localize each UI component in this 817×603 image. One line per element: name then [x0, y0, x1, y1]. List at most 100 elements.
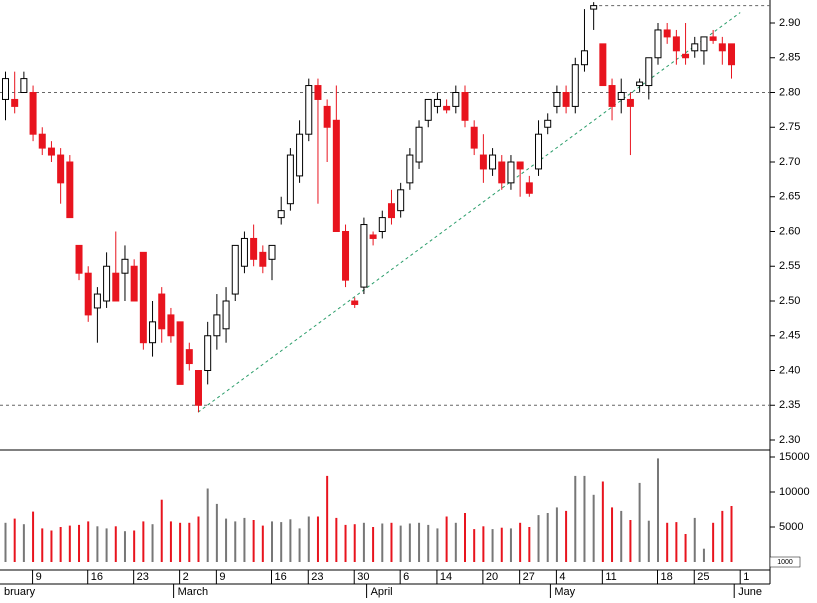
candle-body: [378, 217, 386, 233]
candle-body: [194, 370, 202, 406]
volume-bar: [592, 494, 595, 562]
volume-bar: [491, 529, 494, 562]
month-label: March: [178, 586, 209, 598]
candle-body: [507, 161, 515, 184]
volume-bar: [87, 521, 90, 562]
candle-body: [332, 119, 340, 232]
candle-body: [452, 92, 460, 107]
candle-body: [213, 314, 221, 337]
x-tick-label: 30: [357, 571, 369, 583]
volume-bar: [583, 475, 586, 562]
y-tick-label: 2.65: [779, 191, 800, 203]
x-tick-label: 14: [440, 571, 452, 583]
volume-bar: [307, 516, 310, 562]
candle-body: [682, 53, 690, 59]
candle-body: [571, 64, 579, 107]
candle-body: [222, 300, 230, 330]
volume-bar: [418, 522, 421, 562]
candle-body: [93, 293, 101, 309]
candle-body: [498, 161, 506, 184]
candle-body: [2, 78, 9, 100]
volume-bar: [133, 530, 136, 562]
candle-body: [204, 335, 212, 371]
candle-body: [443, 105, 451, 111]
volume-bar: [473, 529, 476, 562]
x-tick-label: 27: [523, 571, 535, 583]
volume-bar: [316, 516, 319, 562]
candle-body: [139, 251, 147, 344]
candle-body: [268, 244, 276, 260]
month-label: April: [371, 586, 393, 598]
volume-bar: [169, 521, 172, 562]
candle-body: [296, 133, 304, 177]
candle-body: [286, 154, 294, 205]
candle-body: [103, 265, 111, 302]
candle-body: [259, 251, 267, 267]
candle-body: [231, 244, 239, 295]
y-tick-label: 2.70: [779, 156, 800, 168]
volume-bar: [638, 482, 641, 562]
volume-bar: [326, 475, 329, 562]
volume-bar: [601, 481, 604, 562]
volume-bar: [427, 524, 430, 562]
volume-bar: [565, 510, 568, 562]
volume-bar: [546, 513, 549, 562]
volume-bar: [702, 548, 705, 562]
x-tick-label: 4: [559, 571, 565, 583]
candle-body: [11, 98, 19, 107]
candle-body: [608, 85, 616, 107]
volume-bar: [537, 515, 540, 562]
candle-body: [553, 92, 561, 107]
y-tick-label: 2.30: [779, 434, 800, 446]
volume-bar: [656, 458, 659, 562]
candle-body: [57, 154, 65, 184]
volume-bar: [105, 528, 108, 562]
volume-bar: [500, 527, 503, 562]
volume-bar: [142, 521, 145, 562]
volume-bar: [225, 518, 228, 562]
volume-bar: [712, 522, 715, 562]
volume-bar: [528, 527, 531, 562]
month-label: May: [554, 586, 575, 598]
volume-bar: [555, 507, 558, 562]
volume-bar: [114, 526, 117, 562]
volume-bar: [243, 517, 246, 562]
volume-bar: [41, 528, 44, 562]
volume-bar: [445, 516, 448, 562]
candle-body: [176, 321, 184, 385]
volume-bar: [666, 522, 669, 562]
candle-body: [636, 81, 644, 87]
volume-bar: [519, 522, 522, 562]
candle-body: [461, 92, 469, 121]
candle-body: [433, 98, 441, 107]
volume-bar: [675, 522, 678, 562]
candle-body: [277, 210, 285, 219]
candle-body: [29, 92, 37, 135]
volume-bar: [509, 528, 512, 562]
y-tick-label: 2.55: [779, 260, 800, 272]
volume-bar: [78, 524, 81, 562]
candle-body: [360, 224, 368, 288]
volume-bar: [188, 522, 191, 562]
x-tick-label: 2: [183, 571, 189, 583]
volume-bar: [289, 519, 292, 562]
candle-body: [470, 126, 478, 149]
y-tick-label: 2.50: [779, 295, 800, 307]
volume-bar: [59, 527, 62, 562]
y2-tick-label: 5000: [779, 521, 803, 533]
candle-body: [387, 203, 395, 219]
volume-bar: [68, 525, 71, 562]
y-tick-label: 2.85: [779, 52, 800, 64]
candle-body: [617, 92, 625, 100]
volume-unit: 1000: [777, 559, 793, 566]
month-label: June: [738, 586, 762, 598]
candle-body: [590, 5, 598, 10]
candle-body: [240, 237, 248, 267]
unit-box: [769, 556, 801, 568]
candle-body: [424, 98, 432, 121]
candle-body: [479, 154, 487, 170]
volume-bar: [464, 513, 466, 562]
x-tick-label: 16: [275, 571, 287, 583]
candle-body: [654, 29, 662, 59]
candle-body: [167, 314, 175, 337]
